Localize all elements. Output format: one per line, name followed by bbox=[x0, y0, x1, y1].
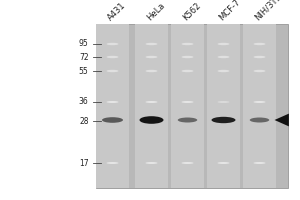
Ellipse shape bbox=[182, 101, 194, 103]
Ellipse shape bbox=[218, 101, 230, 103]
Ellipse shape bbox=[106, 101, 119, 103]
Bar bbox=[96, 24, 288, 188]
Text: K562: K562 bbox=[181, 1, 202, 22]
Text: 36: 36 bbox=[79, 98, 88, 106]
Ellipse shape bbox=[254, 101, 266, 103]
Text: NIH/3T3: NIH/3T3 bbox=[253, 0, 284, 22]
Ellipse shape bbox=[106, 56, 119, 58]
Ellipse shape bbox=[102, 117, 123, 123]
Ellipse shape bbox=[146, 162, 158, 164]
Ellipse shape bbox=[212, 117, 236, 123]
Ellipse shape bbox=[254, 56, 266, 58]
Bar bbox=[96, 24, 129, 188]
Ellipse shape bbox=[182, 162, 194, 164]
Ellipse shape bbox=[140, 116, 164, 124]
Text: 28: 28 bbox=[79, 116, 88, 126]
Ellipse shape bbox=[218, 70, 230, 72]
Text: 72: 72 bbox=[79, 52, 88, 62]
Text: HeLa: HeLa bbox=[145, 1, 166, 22]
Ellipse shape bbox=[178, 117, 197, 122]
Text: MCF-7: MCF-7 bbox=[217, 0, 242, 22]
Ellipse shape bbox=[146, 70, 158, 72]
Ellipse shape bbox=[250, 117, 269, 122]
Ellipse shape bbox=[106, 70, 119, 72]
Text: 17: 17 bbox=[79, 158, 88, 168]
Ellipse shape bbox=[146, 56, 158, 58]
Text: 55: 55 bbox=[79, 66, 88, 75]
Ellipse shape bbox=[182, 70, 194, 72]
Text: A431: A431 bbox=[106, 0, 128, 22]
Ellipse shape bbox=[254, 162, 266, 164]
Bar bbox=[243, 24, 276, 188]
Ellipse shape bbox=[146, 101, 158, 103]
Ellipse shape bbox=[218, 162, 230, 164]
Ellipse shape bbox=[182, 56, 194, 58]
Ellipse shape bbox=[254, 43, 266, 45]
Ellipse shape bbox=[254, 70, 266, 72]
Bar bbox=[207, 24, 240, 188]
Ellipse shape bbox=[106, 162, 119, 164]
Ellipse shape bbox=[182, 43, 194, 45]
Ellipse shape bbox=[146, 43, 158, 45]
Text: 95: 95 bbox=[79, 40, 88, 48]
Bar bbox=[171, 24, 204, 188]
Ellipse shape bbox=[218, 43, 230, 45]
Ellipse shape bbox=[218, 56, 230, 58]
Polygon shape bbox=[274, 114, 289, 126]
Ellipse shape bbox=[106, 43, 119, 45]
Bar bbox=[135, 24, 168, 188]
